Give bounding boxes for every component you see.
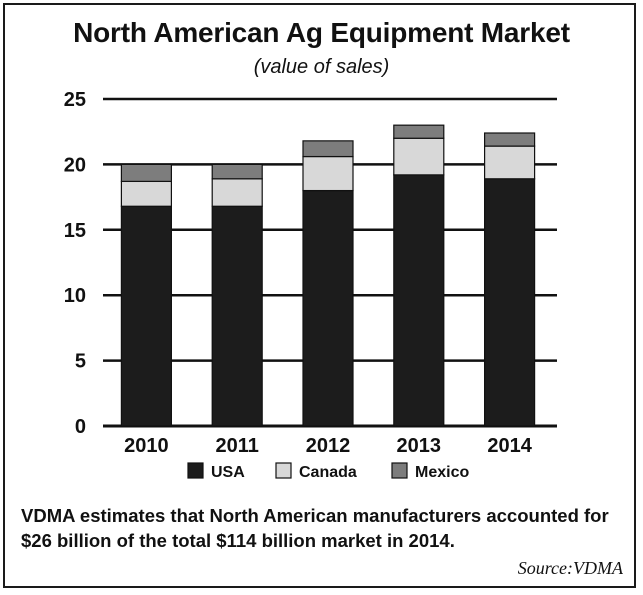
legend-swatch-usa xyxy=(187,462,204,479)
bar-canada-2012 xyxy=(302,155,354,192)
bar-canada-2014 xyxy=(484,145,536,180)
bar-mexico-2011 xyxy=(211,163,263,180)
x-tick-label: 2014 xyxy=(487,435,532,457)
bar-usa-2011 xyxy=(211,205,263,427)
y-tick-label: 25 xyxy=(64,89,86,111)
bar-mexico-2014 xyxy=(484,132,536,147)
y-tick-label: 10 xyxy=(64,285,86,307)
legend-label-canada: Canada xyxy=(299,464,357,481)
stacked-bar-chart: 0 5 10 15 20 25 2010 2011 2012 2013 2014 USA Canad… xyxy=(64,89,557,481)
y-tick-label: 15 xyxy=(64,220,86,242)
x-tick-label: 2012 xyxy=(306,435,351,457)
bar-usa-2013 xyxy=(393,174,445,427)
y-tick-label: 20 xyxy=(64,154,86,176)
bar-canada-2011 xyxy=(211,178,263,207)
legend-swatch-mexico xyxy=(391,462,408,479)
y-axis-ticks: 0 5 10 15 20 25 xyxy=(64,89,86,438)
legend-swatch-canada xyxy=(275,462,292,479)
bar-mexico-2010 xyxy=(120,163,173,183)
y-tick-label: 0 xyxy=(75,416,86,438)
bar-usa-2010 xyxy=(120,205,173,427)
chart-caption: VDMA estimates that North American manuf… xyxy=(21,505,609,551)
x-tick-label: 2011 xyxy=(216,435,259,457)
bar-mexico-2013 xyxy=(393,124,445,139)
bar-canada-2013 xyxy=(393,137,445,176)
chart-subtitle: (value of sales) xyxy=(253,56,390,78)
x-tick-label: 2010 xyxy=(124,435,169,457)
source-note: Source:VDMA xyxy=(517,558,623,578)
bar-mexico-2012 xyxy=(302,140,354,158)
y-tick-label: 5 xyxy=(75,351,86,373)
bars xyxy=(120,124,536,427)
x-axis-ticks: 2010 2011 2012 2013 2014 xyxy=(124,435,533,457)
legend-label-usa: USA xyxy=(211,464,245,481)
bar-usa-2014 xyxy=(484,178,536,427)
legend: USA Canada Mexico xyxy=(187,462,469,481)
legend-label-mexico: Mexico xyxy=(415,464,469,481)
bar-usa-2012 xyxy=(302,189,354,427)
chart-title: North American Ag Equipment Market xyxy=(73,17,570,48)
bar-canada-2010 xyxy=(120,180,173,207)
x-tick-label: 2013 xyxy=(397,435,442,457)
